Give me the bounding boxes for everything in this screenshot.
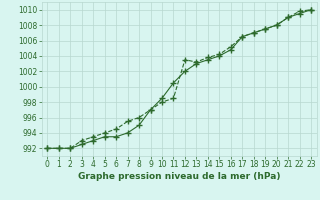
X-axis label: Graphe pression niveau de la mer (hPa): Graphe pression niveau de la mer (hPa) <box>78 172 280 181</box>
